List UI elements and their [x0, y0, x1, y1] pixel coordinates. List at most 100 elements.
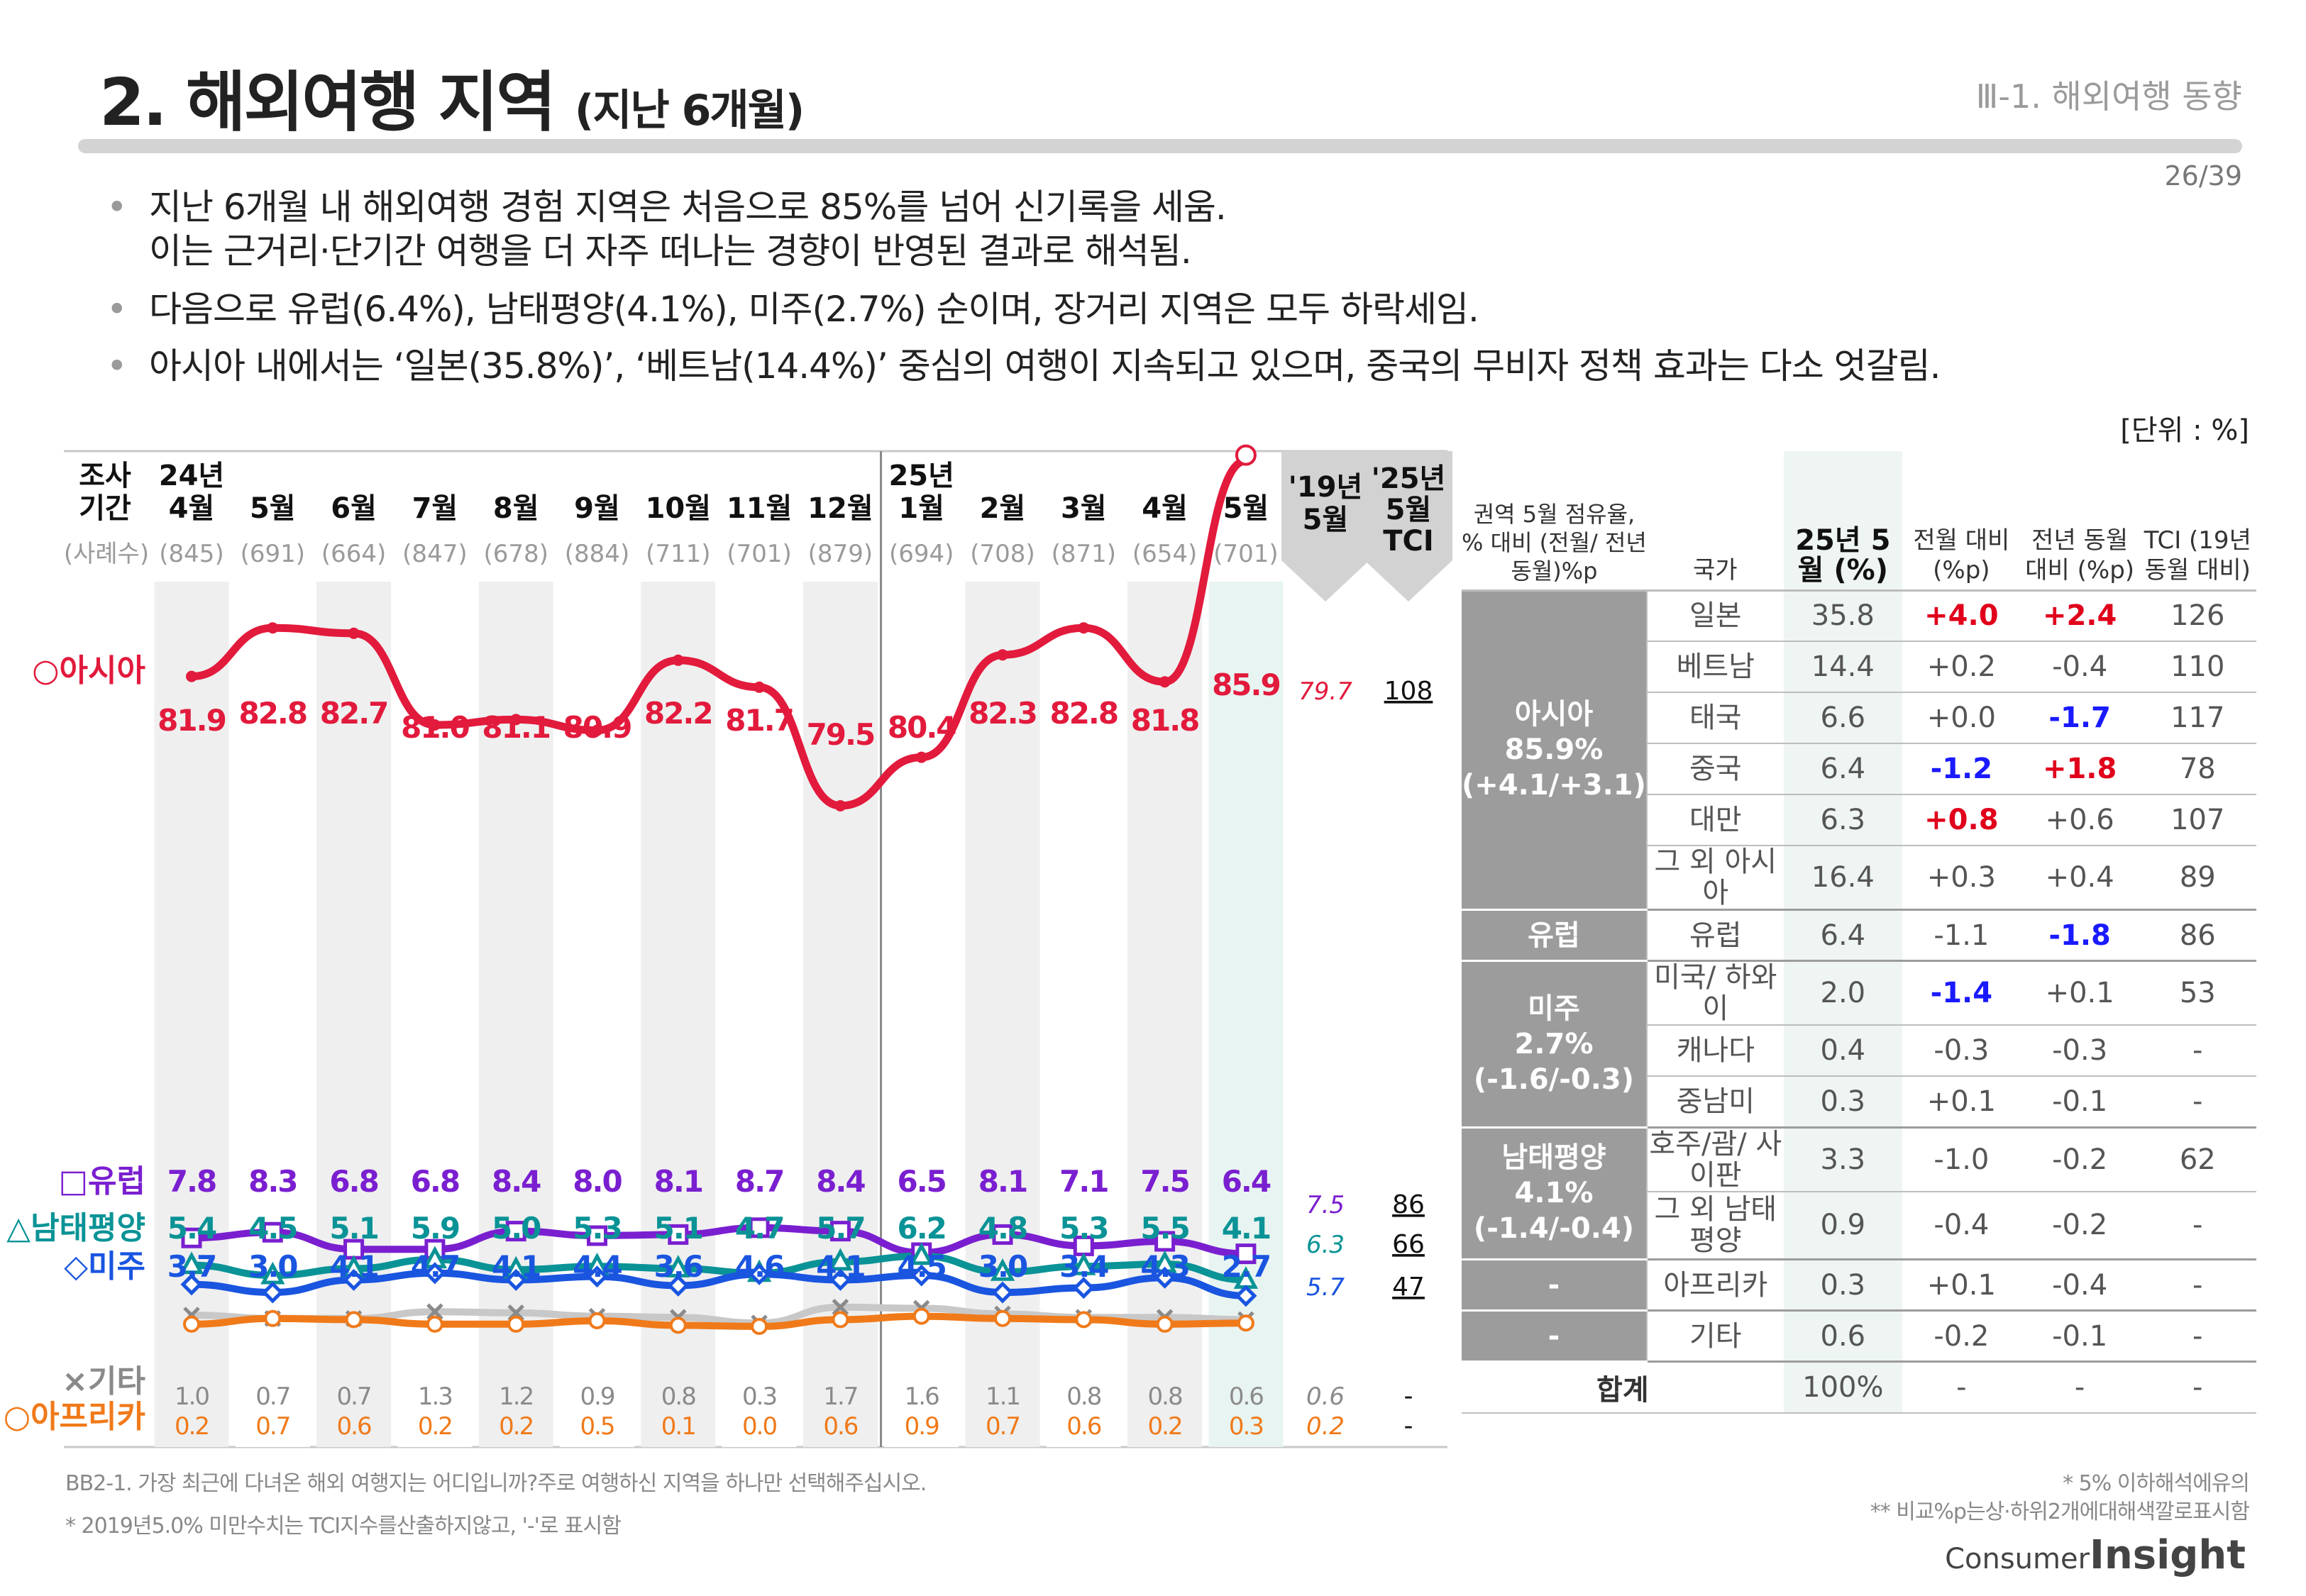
- country-name: 베트남: [1645, 641, 1784, 693]
- period-column-bg: [641, 582, 716, 1447]
- region-group-name: 아시아: [1514, 698, 1594, 731]
- period-month-label: 12월: [807, 492, 873, 525]
- tci-index: -: [2139, 1259, 2256, 1312]
- data-point-유럽: [587, 1225, 607, 1246]
- data-label-아프리카: 0.0: [742, 1412, 776, 1441]
- data-point-아시아: [429, 719, 441, 731]
- current-share: 6.3: [1783, 794, 1902, 846]
- data-point-미주: [343, 1268, 365, 1291]
- data-point-미주: [1072, 1277, 1095, 1299]
- data-label-미주: 4.1: [329, 1249, 377, 1284]
- title-subtitle: (지난 6개월): [574, 86, 805, 135]
- yoy-change: -0.4: [2020, 641, 2139, 693]
- mom-change: -0.3: [1902, 1025, 2021, 1077]
- footnote-question: BB2-1. 가장 최근에 다녀온 해외 여행지는 어디입니까?주로 여행하신 …: [65, 1471, 927, 1496]
- data-label-미주: 4.7: [411, 1249, 459, 1284]
- current-share: 2.0: [1783, 960, 1902, 1026]
- mom-change: -1.2: [1902, 743, 2021, 795]
- ref-2019-value: 0.6: [1306, 1382, 1345, 1411]
- ref-2019-value: 79.7: [1298, 677, 1352, 706]
- data-point-남태평양: [179, 1251, 204, 1275]
- logo-main: Insight: [2090, 1532, 2246, 1578]
- country-name: 캐나다: [1645, 1025, 1784, 1077]
- period-column-bg: [478, 582, 553, 1447]
- data-label-남태평양: 5.4: [167, 1211, 216, 1246]
- data-label-기타: 0.8: [661, 1382, 695, 1411]
- data-label-남태평양: 6.2: [897, 1211, 945, 1246]
- bullet-2: • 다음으로 유럽(6.4%), 남태평양(4.1%), 미주(2.7%) 순이며…: [106, 289, 1479, 330]
- footnote-caution: * 5% 이하해석에유의: [2063, 1471, 2250, 1496]
- data-label-유럽: 8.1: [978, 1164, 1027, 1199]
- data-label-아시아: 82.3: [969, 696, 1037, 731]
- data-point-유럽: [181, 1227, 202, 1248]
- mom-change: -0.2: [1902, 1310, 2021, 1363]
- data-point-아시아: [997, 649, 1008, 661]
- data-label-기타: 0.7: [255, 1382, 289, 1411]
- header-yoy: 전년 동월 대비 (%p): [2020, 451, 2139, 592]
- data-point-미주: [667, 1274, 690, 1297]
- total-label: 합계: [1462, 1361, 1784, 1414]
- data-label-기타: 0.8: [1148, 1382, 1182, 1411]
- sample-size-value: (708): [970, 540, 1035, 568]
- yoy-change: -0.2: [2020, 1127, 2139, 1192]
- data-point-아시아: [186, 670, 197, 682]
- tci-index: 53: [2139, 960, 2256, 1026]
- region-row: 그 외 아시아 16.4 +0.3 +0.4 89: [1462, 846, 2256, 911]
- data-point-아프리카: [669, 1317, 687, 1334]
- region-group-name: 유럽: [1528, 919, 1580, 952]
- data-point-미주: [910, 1264, 933, 1287]
- tci-index: 107: [2139, 794, 2256, 846]
- data-point-아시아: [1235, 444, 1257, 466]
- yoy-change: -0.3: [2020, 1025, 2139, 1077]
- region-group-name: 미주: [1528, 992, 1580, 1025]
- unit-label: [단위 : %]: [2120, 414, 2249, 447]
- region-group-cell: 남태평양 4.1% (-1.4/-0.4): [1462, 1127, 1647, 1260]
- data-point-아프리카: [588, 1312, 606, 1329]
- data-label-남태평양: 5.1: [654, 1211, 702, 1246]
- data-label-미주: 4.1: [816, 1249, 864, 1284]
- tci-index: 86: [2139, 909, 2256, 962]
- period-column-bg: [316, 582, 392, 1447]
- country-name: 중남미: [1645, 1076, 1784, 1129]
- data-point-아시아: [915, 751, 927, 763]
- data-label-기타: 1.3: [418, 1382, 452, 1411]
- data-label-미주: 3.6: [654, 1249, 702, 1284]
- mom-change: +0.1: [1902, 1076, 2021, 1129]
- tci-header-label: 5월: [1386, 494, 1432, 526]
- data-label-남태평양: 4.5: [248, 1211, 297, 1246]
- data-label-아시아: 81.7: [725, 703, 793, 738]
- region-group-cell: 아시아 85.9% (+4.1/+3.1): [1462, 590, 1647, 911]
- tci-index: 117: [2139, 692, 2256, 744]
- data-point-아프리카: [507, 1315, 525, 1333]
- data-label-유럽: 7.8: [167, 1164, 216, 1199]
- data-label-아프리카: 0.2: [418, 1412, 452, 1441]
- data-point-미주: [585, 1265, 609, 1288]
- country-name: 태국: [1645, 692, 1784, 744]
- total-row: 합계 100% - - -: [1462, 1361, 2256, 1414]
- data-label-아프리카: 0.5: [580, 1412, 614, 1441]
- data-label-유럽: 8.3: [248, 1164, 297, 1199]
- page-number: 26/39: [2164, 160, 2242, 192]
- tci-index: 89: [2139, 846, 2256, 911]
- data-label-아프리카: 0.2: [175, 1412, 209, 1441]
- tci-value: 66: [1392, 1230, 1425, 1259]
- region-row: 대만 6.3 +0.8 +0.6 107: [1462, 794, 2256, 846]
- data-label-미주: 4.3: [1140, 1249, 1188, 1284]
- current-share: 35.8: [1783, 590, 1902, 642]
- data-point-아프리카: [994, 1309, 1011, 1327]
- legend-기타: ×기타: [62, 1363, 145, 1400]
- period-column-bg: [1046, 582, 1121, 1447]
- region-group-delta: (-1.6/-0.3): [1473, 1063, 1634, 1096]
- ref-2019-value: 7.5: [1306, 1191, 1345, 1219]
- region-row: 미주 2.7% (-1.6/-0.3) 미국/ 하와이 2.0 -1.4 +0.1 53: [1462, 960, 2256, 1129]
- logo-prefix: Consumer: [1945, 1543, 2090, 1575]
- sample-size-value: (711): [646, 540, 710, 568]
- region-group-delta: (+4.1/+3.1): [1462, 769, 1646, 802]
- data-label-아프리카: 0.1: [661, 1412, 695, 1441]
- data-point-아프리카: [1075, 1311, 1093, 1329]
- legend-아프리카: ○아프리카: [4, 1399, 145, 1435]
- legend-유럽: □유럽: [58, 1163, 145, 1199]
- yoy-change: -0.1: [2020, 1310, 2139, 1363]
- mom-change: +0.0: [1902, 692, 2021, 744]
- data-label-남태평양: 5.1: [329, 1211, 377, 1246]
